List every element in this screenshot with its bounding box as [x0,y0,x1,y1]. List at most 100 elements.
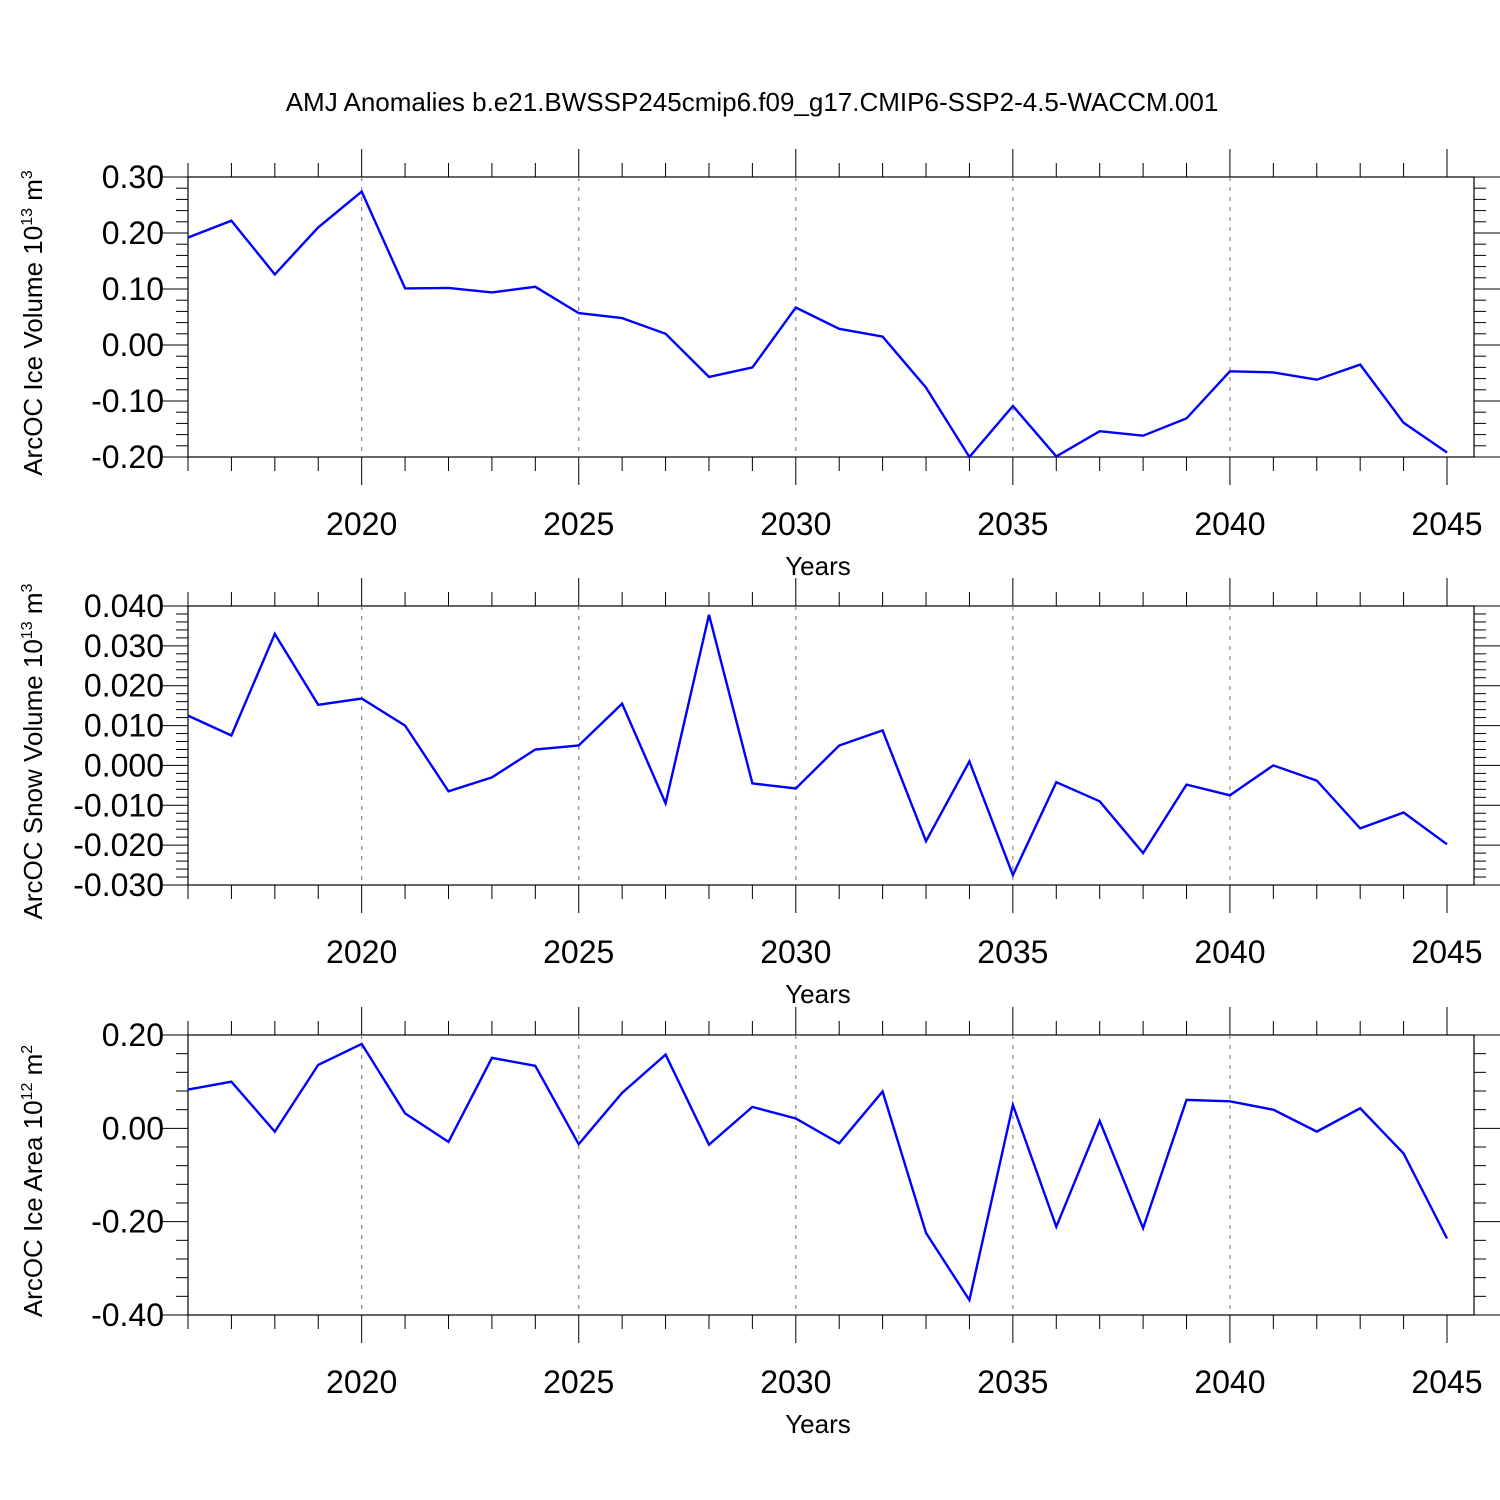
data-series-line [187,189,1448,460]
data-point [707,375,711,379]
y-tick-label: 0.00 [102,327,164,363]
data-point [229,1080,233,1084]
x-tick-label: 2035 [977,934,1048,970]
x-axis-label: Years [785,551,851,581]
x-tick-label: 2045 [1411,1364,1482,1400]
data-point [1098,1119,1102,1123]
y-axis-label: ArcOC Snow Volume 1013 m3 [18,583,48,919]
data-point [490,775,494,779]
y-tick-label: -0.010 [73,787,164,823]
data-point [533,1064,537,1068]
data-point [533,285,537,289]
x-tick-label: 2040 [1194,934,1265,970]
data-point [881,1089,885,1093]
y-tick-label: 0.20 [102,1017,164,1053]
data-point [1228,369,1232,373]
y-tick-label: 0.040 [84,588,164,624]
x-axis-label: Years [785,979,851,1009]
data-point [533,747,537,751]
y-tick-label: 0.030 [84,628,164,664]
data-point [794,305,798,309]
plot-frame [187,176,1475,458]
x-axis-label: Years [785,1409,851,1439]
data-point [403,1111,407,1115]
chart-title: AMJ Anomalies b.e21.BWSSP245cmip6.f09_g1… [286,87,1219,117]
data-point [577,744,581,748]
data-point [1271,1108,1275,1112]
data-point [664,1053,668,1057]
data-point [1445,842,1449,846]
y-tick-label: -0.10 [91,383,164,419]
data-point [360,190,364,194]
data-point [229,734,233,738]
data-point [1271,763,1275,767]
data-point [1185,783,1189,787]
data-point [881,335,885,339]
data-point [577,1142,581,1146]
y-tick-label: 0.010 [84,708,164,744]
y-tick-label: -0.030 [73,867,164,903]
data-point [837,744,841,748]
data-series-line [187,1042,1449,1304]
data-point [186,1088,190,1092]
x-tick-label: 2025 [543,1364,614,1400]
data-point [490,1056,494,1060]
data-point [1141,434,1145,438]
data-point [446,1140,450,1144]
y-tick-label: 0.020 [84,668,164,704]
data-point [707,613,711,617]
data-point [1141,851,1145,855]
data-point [229,219,233,223]
y-tick-label: -0.020 [73,827,164,863]
x-tick-label: 2030 [760,506,831,542]
data-point [1098,429,1102,433]
data-point [924,386,928,390]
x-tick-label: 2040 [1194,1364,1265,1400]
data-point [1402,810,1406,814]
data-point [577,311,581,315]
data-point [1011,873,1015,877]
x-tick-label: 2020 [326,506,397,542]
data-point [1445,451,1449,455]
data-point [1402,1152,1406,1156]
data-point [186,235,190,239]
data-point [1271,370,1275,374]
panel-3: -0.40 -0.20 0.00 0.20 2020 2025 2030 2035 2040 20… [18,1007,1500,1439]
data-series-line [187,614,1448,879]
x-tick-label: 2045 [1411,934,1482,970]
data-point [967,759,971,763]
data-point [664,332,668,336]
data-point [1445,1236,1449,1240]
y-tick-label: 0.20 [102,215,164,251]
y-tick-label: 0.000 [84,747,164,783]
y-tick-label: 0.00 [102,1110,164,1146]
data-point [707,1143,711,1147]
data-point [273,1130,277,1134]
data-point [1011,404,1015,408]
data-point [750,365,754,369]
data-point [1228,793,1232,797]
x-tick-label: 2035 [977,1364,1048,1400]
data-point [1185,416,1189,420]
data-point [1054,780,1058,784]
data-point [750,1105,754,1109]
x-tick-label: 2040 [1194,506,1265,542]
y-tick-label: 0.30 [102,159,164,195]
data-point [446,789,450,793]
data-point [837,1141,841,1145]
data-point [1315,779,1319,783]
y-tick-label: 0.10 [102,271,164,307]
data-point [620,316,624,320]
data-point [1228,1099,1232,1103]
data-point [1315,1130,1319,1134]
data-point [1141,1226,1145,1230]
panel-1: -0.20 -0.10 0.00 0.10 0.20 0.30 2020 2025 2030 20… [18,149,1500,581]
data-point [794,787,798,791]
data-point [1098,799,1102,803]
y-tick-label: -0.20 [91,439,164,475]
data-point [446,286,450,290]
y-axis-label: ArcOC Ice Area 1012 m2 [18,1045,48,1317]
data-point [360,696,364,700]
data-point [360,1042,364,1046]
y-tick-label: -0.40 [91,1297,164,1333]
